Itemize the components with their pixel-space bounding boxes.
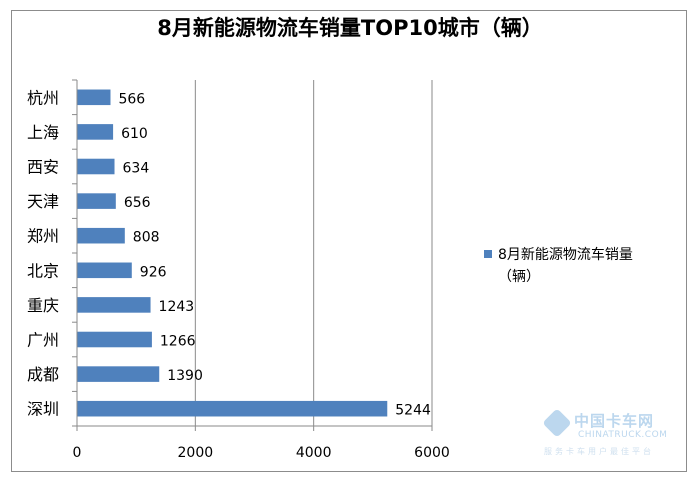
bar bbox=[77, 400, 388, 417]
data-label: 1243 bbox=[159, 299, 195, 315]
chart-title: 8月新能源物流车销量TOP10城市（辆） bbox=[157, 16, 543, 40]
category-label: 深圳 bbox=[27, 400, 59, 419]
x-tick-label: 4000 bbox=[296, 445, 332, 461]
bar bbox=[77, 366, 160, 382]
watermark: 中国卡车网 CHINATRUCK.COM 服务卡车用户最佳平台 bbox=[542, 408, 684, 468]
data-label: 634 bbox=[123, 161, 150, 177]
category-label: 重庆 bbox=[27, 296, 59, 315]
bar bbox=[77, 262, 132, 279]
category-label: 成都 bbox=[27, 365, 59, 384]
bars bbox=[77, 89, 388, 417]
watermark-name-cn: 中国卡车网 bbox=[574, 412, 655, 430]
legend-label-line1: 8月新能源物流车销量 bbox=[498, 247, 633, 263]
category-label: 上海 bbox=[27, 123, 59, 142]
x-tick-label: 0 bbox=[73, 445, 82, 461]
x-tick-label: 2000 bbox=[178, 445, 214, 461]
data-label: 1390 bbox=[167, 368, 203, 384]
grid-lines bbox=[194, 80, 433, 426]
bar bbox=[77, 331, 152, 348]
legend-entry: 8月新能源物流车销量 bbox=[484, 244, 674, 266]
legend-label-line2: （辆） bbox=[498, 269, 540, 285]
x-tick-label: 6000 bbox=[414, 445, 450, 461]
category-label: 杭州 bbox=[27, 88, 59, 107]
axes bbox=[72, 79, 433, 431]
watermark-tagline: 服务卡车用户最佳平台 bbox=[544, 447, 654, 456]
tick-labels: 0 2000 4000 6000 bbox=[73, 445, 450, 461]
data-label: 5244 bbox=[395, 403, 431, 419]
bar bbox=[77, 89, 111, 106]
legend-swatch bbox=[484, 250, 492, 258]
data-label: 566 bbox=[118, 91, 145, 107]
category-label: 西安 bbox=[27, 158, 59, 177]
data-label: 808 bbox=[133, 230, 160, 246]
bar bbox=[77, 227, 125, 244]
bar bbox=[77, 193, 116, 209]
bar bbox=[77, 158, 115, 175]
bar bbox=[77, 124, 114, 140]
bar bbox=[77, 297, 151, 313]
category-label: 郑州 bbox=[27, 227, 59, 246]
data-label: 610 bbox=[121, 126, 148, 142]
value-labels: 566 610 634 656 808 926 1243 1266 1390 5244 bbox=[118, 91, 431, 418]
data-label: 656 bbox=[124, 195, 151, 211]
legend: 8月新能源物流车销量 （辆） bbox=[484, 244, 674, 288]
category-label: 天津 bbox=[27, 192, 59, 211]
category-label: 广州 bbox=[27, 331, 59, 350]
watermark-name-en: CHINATRUCK.COM bbox=[578, 430, 668, 440]
data-label: 926 bbox=[140, 264, 167, 280]
category-label: 北京 bbox=[27, 261, 59, 280]
truck-logo-icon bbox=[542, 408, 572, 438]
data-label: 1266 bbox=[160, 334, 196, 350]
